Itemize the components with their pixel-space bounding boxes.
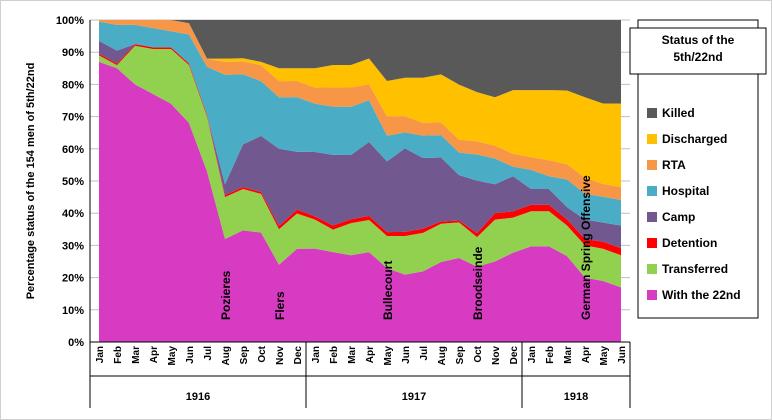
x-tick-label: Sep xyxy=(455,346,466,364)
legend-swatch-with-the-22nd xyxy=(647,290,657,300)
y-tick-label: 10% xyxy=(62,305,84,317)
x-tick-label: Mar xyxy=(131,346,142,364)
x-tick-label: May xyxy=(167,346,178,366)
x-tick-label: Feb xyxy=(113,346,124,364)
x-tick-label: Jan xyxy=(527,346,538,363)
y-tick-label: 20% xyxy=(62,273,84,285)
x-tick-label: May xyxy=(599,346,610,366)
x-tick-label: Mar xyxy=(347,346,358,364)
legend-label-camp: Camp xyxy=(662,210,695,224)
x-tick-label: Mar xyxy=(563,346,574,364)
x-tick-label: Feb xyxy=(329,346,340,364)
x-tick-label: Nov xyxy=(275,346,286,365)
y-axis-label: Percentage status of the 154 men of 5th/… xyxy=(25,63,37,300)
legend-label-rta: RTA xyxy=(662,158,686,172)
y-tick-label: 80% xyxy=(62,79,84,91)
legend-swatch-detention xyxy=(647,238,657,248)
legend-swatch-killed xyxy=(647,108,657,118)
x-tick-label: Oct xyxy=(473,345,484,362)
legend-title-box xyxy=(629,27,767,75)
y-tick-label: 50% xyxy=(62,176,84,188)
x-tick-label: Jan xyxy=(311,346,322,363)
legend-label-killed: Killed xyxy=(662,106,695,120)
legend-swatch-rta xyxy=(647,160,657,170)
x-tick-label: Nov xyxy=(491,346,502,365)
axes xyxy=(89,20,630,343)
area-discharged xyxy=(99,20,621,188)
area-killed xyxy=(99,20,621,104)
event-annotation: Flers xyxy=(273,291,287,320)
legend-swatch-discharged xyxy=(647,134,657,144)
event-annotation: Bullecourt xyxy=(381,261,395,320)
legend-label-transferred: Transferred xyxy=(662,262,728,276)
year-label: 1916 xyxy=(186,391,210,403)
y-tick-label: 100% xyxy=(56,15,84,27)
y-tick-label: 90% xyxy=(62,47,84,59)
x-tick-label: Jun xyxy=(185,346,196,364)
event-annotation: Broodseinde xyxy=(471,246,485,320)
area-hospital xyxy=(99,21,621,226)
x-tick-label: Aug xyxy=(221,346,232,365)
legend-label-hospital: Hospital xyxy=(662,184,709,198)
legend-swatch-camp xyxy=(647,212,657,222)
x-tick-label: Oct xyxy=(257,345,268,362)
x-tick-label: Jun xyxy=(401,346,412,364)
x-tick-labels: Jan Feb Mar Apr May Jun Jul Aug Sep Oct Nov Dec Jan F… xyxy=(95,345,628,365)
y-tick-label: 70% xyxy=(62,112,84,124)
annotations: Pozieres Flers Bullecourt Broodseinde German… xyxy=(219,175,593,320)
plot-areas xyxy=(99,20,621,343)
y-tick-label: 30% xyxy=(62,240,84,252)
legend-title: Status of the 5th/22nd xyxy=(662,33,735,64)
year-label: 1918 xyxy=(564,391,588,403)
x-tick-label: Sep xyxy=(239,346,250,364)
legend-label-detention: Detention xyxy=(662,236,717,250)
legend-swatch-transferred xyxy=(647,264,657,274)
legend-swatch-hospital xyxy=(647,186,657,196)
event-annotation: German Spring Offensive xyxy=(579,175,593,320)
area-rta xyxy=(99,20,621,200)
area-with-the-22nd xyxy=(99,61,621,343)
area-camp xyxy=(99,40,621,249)
y-tick-labels: 0% 10% 20% 30% 40% 50% 60% 70% 80% 90% 100% xyxy=(56,15,84,349)
y-tick-label: 60% xyxy=(62,144,84,156)
legend-label-with-the-22nd: With the 22nd xyxy=(662,288,741,302)
x-tick-label: Apr xyxy=(365,346,376,363)
x-tick-label: Aug xyxy=(437,346,448,365)
area-transferred xyxy=(99,45,621,288)
legend-label-discharged: Discharged xyxy=(662,132,727,146)
x-tick-label: Jul xyxy=(203,346,214,361)
x-tick-label: May xyxy=(383,346,394,366)
x-tick-label: Jun xyxy=(617,346,628,364)
event-annotation: Pozieres xyxy=(219,270,233,320)
x-tick-label: Jan xyxy=(95,346,106,363)
x-tick-label: Jul xyxy=(419,346,430,361)
y-tick-label: 0% xyxy=(68,337,84,349)
x-tick-label: Feb xyxy=(545,346,556,364)
x-tick-label: Dec xyxy=(293,346,304,365)
year-labels: 1916 1917 1918 xyxy=(89,342,631,408)
x-tick-label: Apr xyxy=(149,346,160,363)
x-tick-label: Apr xyxy=(581,346,592,363)
x-tick-label: Dec xyxy=(509,346,520,365)
y-tick-label: 40% xyxy=(62,208,84,220)
legend: Status of the 5th/22nd Killed Discharged RTA… xyxy=(629,19,767,319)
year-label: 1917 xyxy=(402,391,426,403)
